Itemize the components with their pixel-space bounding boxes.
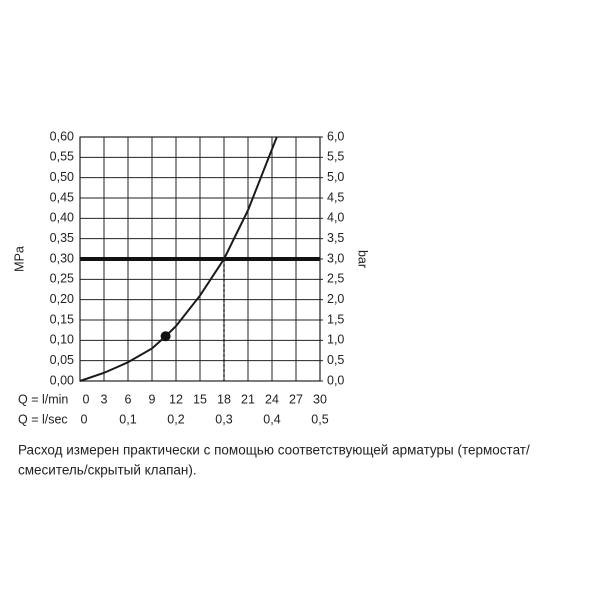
- x-tick-label: 27: [289, 392, 303, 406]
- y2-tick-label: 2,0: [327, 292, 344, 306]
- x-tick-label: 18: [217, 392, 231, 406]
- y-tick-label: 0,15: [50, 312, 74, 326]
- x-axis-label: Q = l/min: [18, 392, 68, 406]
- y2-tick-label: 5,5: [327, 150, 344, 164]
- y2-axis-label: bar: [356, 250, 370, 268]
- x-tick-label: 0: [83, 392, 90, 406]
- y2-tick-label: 4,0: [327, 211, 344, 225]
- operating-point: [160, 331, 171, 342]
- x-tick-label: 12: [169, 392, 183, 406]
- y-tick-label: 0,00: [50, 373, 74, 387]
- y-tick-label: 0,35: [50, 231, 74, 245]
- caption-line: смеситель/скрытый клапан).: [18, 463, 197, 478]
- x2-tick-label: 0,5: [311, 412, 328, 426]
- y2-tick-label: 2,5: [327, 272, 344, 286]
- x2-tick-label: 0,1: [119, 412, 136, 426]
- x-tick-label: 24: [265, 392, 279, 406]
- y-tick-label: 0,60: [50, 129, 74, 143]
- x-tick-label: 15: [193, 392, 207, 406]
- y-axis-label: MPa: [12, 246, 26, 272]
- y2-tick-label: 0,5: [327, 353, 344, 367]
- x-tick-label: 30: [313, 392, 327, 406]
- y-tick-label: 0,05: [50, 353, 74, 367]
- x2-tick-label: 0,2: [167, 412, 184, 426]
- y-tick-label: 0,55: [50, 150, 74, 164]
- x2-axis-label: Q = l/sec: [18, 412, 68, 426]
- pressure-curve: [79, 136, 278, 382]
- y2-tick-label: 3,0: [327, 251, 344, 265]
- y-tick-label: 0,40: [50, 211, 74, 225]
- y2-tick-label: 0,0: [327, 373, 344, 387]
- y2-tick-label: 1,5: [327, 312, 344, 326]
- y-tick-label: 0,50: [50, 170, 74, 184]
- y-tick-label: 0,20: [50, 292, 74, 306]
- y2-tick-label: 5,0: [327, 170, 344, 184]
- y-tick-label: 0,10: [50, 333, 74, 347]
- x2-tick-label: 0,3: [215, 412, 232, 426]
- x-tick-label: 6: [125, 392, 132, 406]
- x2-tick-label: 0,4: [263, 412, 280, 426]
- y2-tick-label: 6,0: [327, 129, 344, 143]
- x2-tick-label: 0: [81, 412, 88, 426]
- y-tick-label: 0,45: [50, 190, 74, 204]
- y-tick-label: 0,30: [50, 251, 74, 265]
- x-tick-label: 9: [149, 392, 156, 406]
- y2-tick-label: 1,0: [327, 333, 344, 347]
- x-tick-label: 21: [241, 392, 255, 406]
- x-tick-label: 3: [101, 392, 108, 406]
- y2-tick-label: 3,5: [327, 231, 344, 245]
- caption-line: Расход измерен практически с помощью соо…: [18, 443, 530, 458]
- y-tick-label: 0,25: [50, 272, 74, 286]
- y2-tick-label: 4,5: [327, 190, 344, 204]
